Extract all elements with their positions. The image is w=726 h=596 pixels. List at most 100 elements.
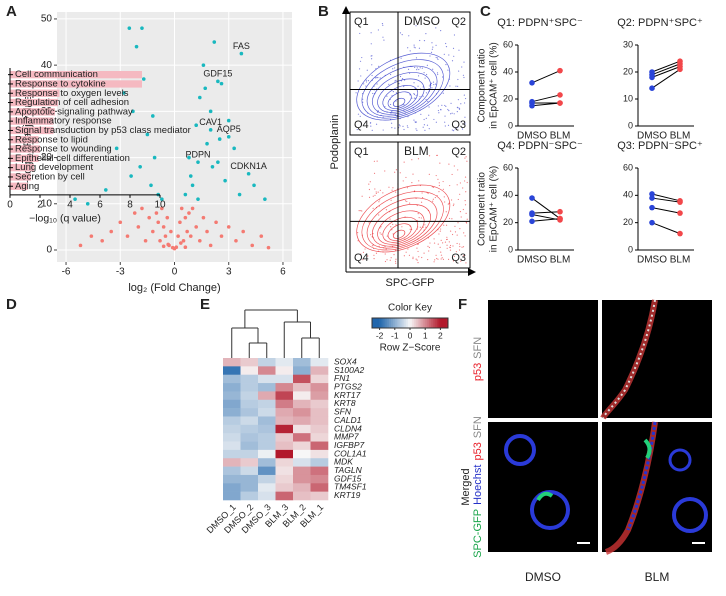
point <box>163 234 168 238</box>
event-dot <box>464 176 467 178</box>
event-dot <box>378 214 380 216</box>
color-key-label: Row Z−Score <box>380 343 441 354</box>
event-dot <box>452 260 455 262</box>
event-dot <box>460 216 462 218</box>
heatmap-cell <box>258 391 276 401</box>
event-dot <box>440 228 442 230</box>
event-dot <box>365 81 368 83</box>
color-key-swatch <box>381 318 384 328</box>
y-tick-label: 20 <box>503 93 513 103</box>
gene-annotation: FAS <box>233 41 250 51</box>
heatmap-cell <box>310 491 329 501</box>
event-dot <box>382 129 384 131</box>
point <box>259 234 264 238</box>
event-dot <box>464 123 466 125</box>
heatmap-cell <box>293 391 311 401</box>
event-dot <box>462 23 465 26</box>
heatmap-cell <box>240 383 259 392</box>
heatmap-cell <box>223 483 241 492</box>
x-tick-label: 6 <box>97 200 103 211</box>
point <box>156 220 161 225</box>
event-dot <box>436 257 438 260</box>
event-dot <box>415 25 417 27</box>
y-tick-label: 40 <box>503 190 513 200</box>
gene-label: KRT8 <box>334 398 356 408</box>
point <box>203 86 208 91</box>
event-dot <box>389 218 391 220</box>
contour-line <box>387 223 412 241</box>
event-dot <box>368 188 371 191</box>
event-dot <box>446 238 448 241</box>
event-dot <box>440 254 443 256</box>
x-tick-label: BLM <box>670 255 691 266</box>
point <box>210 165 215 169</box>
event-dot <box>372 232 374 235</box>
event-dot <box>443 196 445 198</box>
event-dot <box>399 172 401 174</box>
event-dot <box>465 191 467 193</box>
heatmap-cell <box>310 483 329 492</box>
event-dot <box>390 122 393 124</box>
event-dot <box>382 116 384 118</box>
event-dot <box>466 222 468 224</box>
point <box>529 100 535 106</box>
event-dot <box>434 83 437 85</box>
color-key-swatch <box>383 318 386 328</box>
point <box>185 229 189 234</box>
event-dot <box>429 55 431 57</box>
condition-label: BLM <box>404 144 429 158</box>
contour-line <box>372 72 431 115</box>
point <box>201 63 206 67</box>
heatmap-cell <box>275 491 294 501</box>
heatmap-cell <box>310 458 329 467</box>
color-key-swatch <box>389 318 392 328</box>
event-dot <box>365 85 367 87</box>
point <box>216 160 220 164</box>
event-dot <box>422 126 424 128</box>
annotated-point <box>239 51 244 56</box>
event-dot <box>407 47 409 49</box>
event-dot <box>408 202 411 204</box>
event-dot <box>395 224 397 226</box>
x-tick-label: DMSO <box>637 131 667 142</box>
event-dot <box>413 46 415 48</box>
microscopy-images <box>488 299 712 555</box>
point <box>131 109 135 114</box>
event-dot <box>455 85 457 87</box>
category-label: Response to oxygen levels <box>15 88 129 99</box>
event-dot <box>459 211 462 213</box>
event-dot <box>458 70 460 72</box>
event-dot <box>440 258 442 260</box>
color-key-tick: 2 <box>438 330 443 340</box>
event-dot <box>427 100 429 103</box>
heatmap-cell <box>240 449 259 459</box>
event-dot <box>464 200 466 202</box>
event-dot <box>402 180 404 182</box>
point <box>127 26 132 30</box>
event-dot <box>418 68 420 71</box>
color-key-swatch <box>446 318 449 328</box>
category-label: Response to lipid <box>15 134 88 145</box>
gene-label: CLDN4 <box>334 423 362 433</box>
event-dot <box>417 213 419 215</box>
event-dot <box>425 33 427 35</box>
event-dot <box>407 116 409 118</box>
contour-line <box>392 229 406 239</box>
event-dot <box>366 69 368 71</box>
color-key-swatch <box>394 318 397 328</box>
event-dot <box>407 126 409 129</box>
event-dot <box>452 130 455 132</box>
heatmap-cell <box>310 441 329 451</box>
gene-annotation: CAV1 <box>199 117 222 127</box>
event-dot <box>440 251 442 253</box>
event-dot <box>374 194 376 196</box>
event-dot <box>444 104 446 107</box>
annotated-point <box>216 79 220 84</box>
color-key-swatch <box>385 318 388 328</box>
heatmap-cell <box>293 416 311 426</box>
gene-label: CALD1 <box>334 415 362 425</box>
event-dot <box>414 121 416 123</box>
point <box>134 44 139 49</box>
gene-label: FN1 <box>334 373 350 383</box>
gene-label: COL1A1 <box>334 448 367 458</box>
